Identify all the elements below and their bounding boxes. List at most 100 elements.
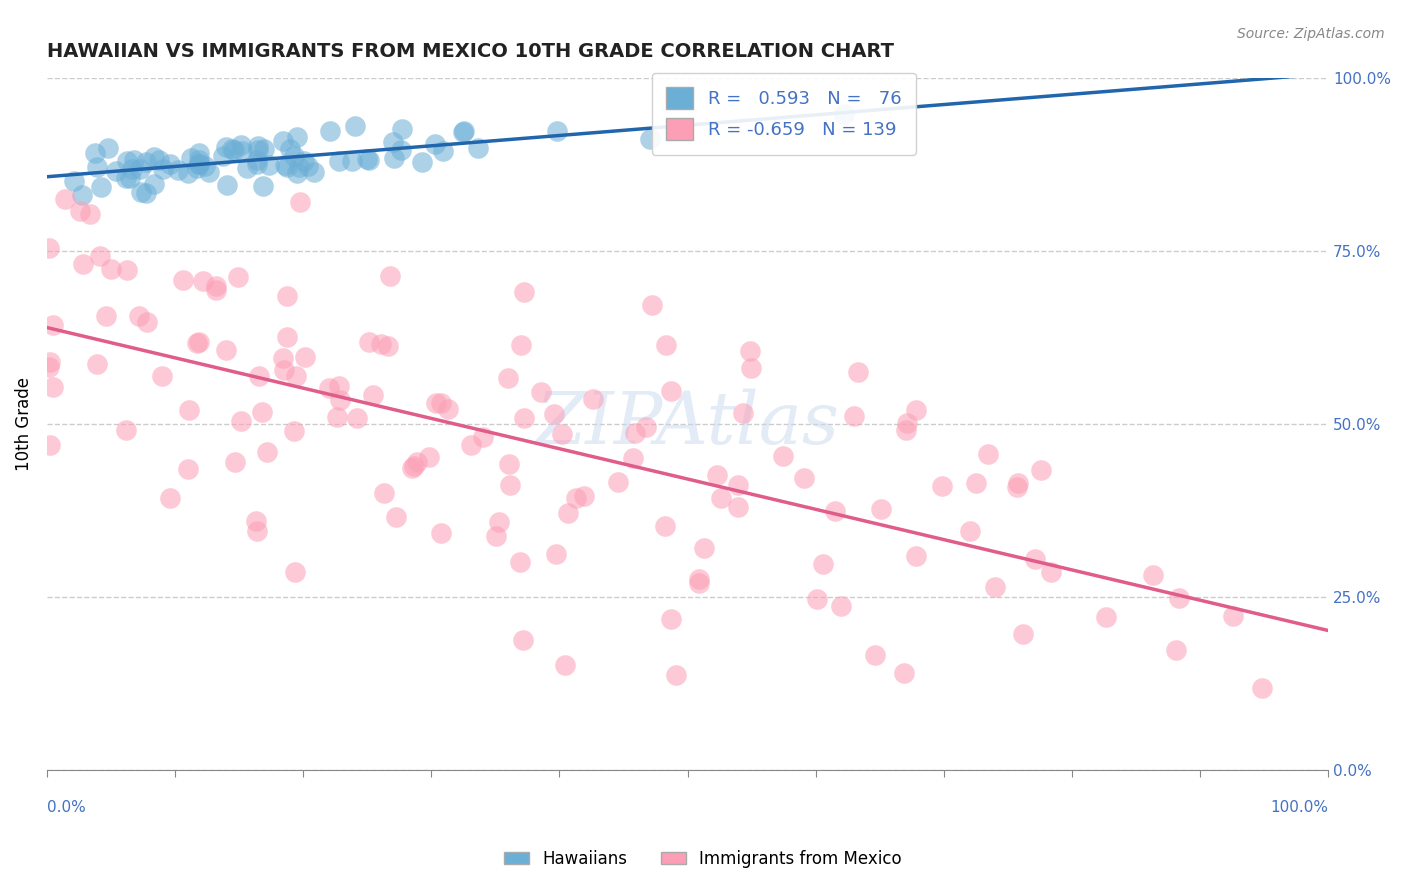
Point xyxy=(402,458,425,473)
Point xyxy=(1024,551,1046,566)
Point xyxy=(496,371,519,385)
Point xyxy=(325,409,347,424)
Point xyxy=(252,179,274,194)
Point xyxy=(451,125,474,139)
Point xyxy=(659,384,682,398)
Point xyxy=(191,274,214,288)
Point xyxy=(977,447,1000,461)
Point xyxy=(176,166,198,180)
Text: HAWAIIAN VS IMMIGRANTS FROM MEXICO 10TH GRADE CORRELATION CHART: HAWAIIAN VS IMMIGRANTS FROM MEXICO 10TH … xyxy=(46,42,894,61)
Point xyxy=(870,502,893,516)
Point xyxy=(425,396,447,410)
Point xyxy=(177,403,200,417)
Point xyxy=(90,180,112,194)
Point xyxy=(343,119,366,133)
Point xyxy=(276,289,298,303)
Point xyxy=(572,489,595,503)
Point xyxy=(621,451,644,466)
Point xyxy=(159,491,181,505)
Point xyxy=(551,427,574,442)
Point xyxy=(731,406,754,420)
Point xyxy=(727,500,749,515)
Point xyxy=(172,273,194,287)
Point xyxy=(318,381,340,395)
Point xyxy=(546,123,568,137)
Point xyxy=(302,165,325,179)
Point xyxy=(86,358,108,372)
Point xyxy=(565,491,588,505)
Point xyxy=(276,330,298,344)
Point xyxy=(229,137,252,152)
Point xyxy=(384,509,406,524)
Point xyxy=(215,140,238,154)
Point xyxy=(513,411,536,425)
Point xyxy=(188,157,211,171)
Point xyxy=(893,666,915,681)
Point xyxy=(284,368,307,383)
Point xyxy=(654,518,676,533)
Point xyxy=(104,163,127,178)
Point xyxy=(246,157,269,171)
Point xyxy=(38,359,60,374)
Point xyxy=(72,187,94,202)
Point xyxy=(361,388,384,402)
Point xyxy=(904,549,927,563)
Point xyxy=(607,475,630,490)
Point xyxy=(188,146,211,161)
Point xyxy=(688,572,710,586)
Point xyxy=(370,337,392,351)
Point xyxy=(557,506,579,520)
Point xyxy=(271,351,294,365)
Point xyxy=(245,515,267,529)
Point xyxy=(401,460,423,475)
Point xyxy=(271,134,294,148)
Point xyxy=(211,149,233,163)
Point xyxy=(824,504,846,518)
Point xyxy=(693,541,716,556)
Point xyxy=(382,152,405,166)
Point xyxy=(391,121,413,136)
Point xyxy=(1164,643,1187,657)
Point xyxy=(53,192,76,206)
Point xyxy=(1007,480,1029,494)
Point xyxy=(377,339,399,353)
Point xyxy=(485,529,508,543)
Point xyxy=(811,558,834,572)
Point xyxy=(128,309,150,323)
Point xyxy=(665,668,688,682)
Point xyxy=(247,139,270,153)
Point xyxy=(543,407,565,421)
Point xyxy=(706,467,728,482)
Point xyxy=(273,363,295,377)
Text: ZIPAtlas: ZIPAtlas xyxy=(536,389,839,459)
Point xyxy=(273,158,295,172)
Point xyxy=(688,576,710,591)
Point xyxy=(97,141,120,155)
Point xyxy=(965,475,987,490)
Point xyxy=(94,309,117,323)
Point xyxy=(41,380,63,394)
Point xyxy=(357,334,380,349)
Point xyxy=(224,143,246,157)
Point xyxy=(437,401,460,416)
Point xyxy=(499,478,522,492)
Point xyxy=(283,148,305,162)
Point xyxy=(121,162,143,177)
Point xyxy=(187,157,209,171)
Point xyxy=(405,455,427,469)
Point xyxy=(430,526,453,541)
Point xyxy=(1040,565,1063,579)
Point xyxy=(177,462,200,476)
Point xyxy=(188,335,211,350)
Point xyxy=(204,283,226,297)
Point xyxy=(186,161,208,175)
Point xyxy=(710,491,733,505)
Point xyxy=(288,194,311,209)
Point xyxy=(236,161,259,175)
Point xyxy=(1007,475,1029,490)
Point xyxy=(509,555,531,569)
Point xyxy=(959,524,981,538)
Text: 0.0%: 0.0% xyxy=(46,800,86,815)
Point xyxy=(430,395,453,409)
Point xyxy=(738,343,761,358)
